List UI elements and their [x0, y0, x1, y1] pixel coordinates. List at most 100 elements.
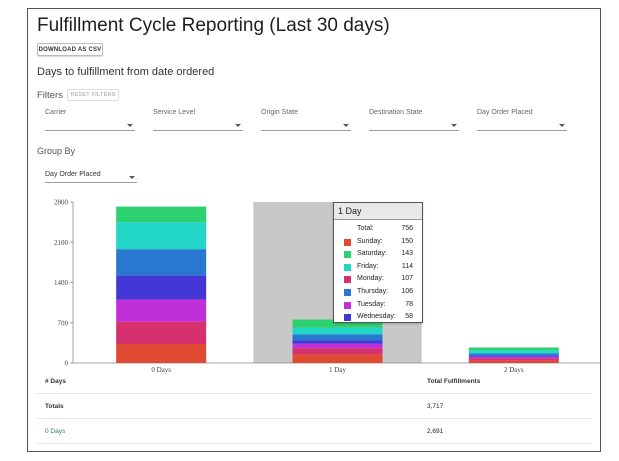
- service-level-filter[interactable]: Service Level: [153, 109, 243, 131]
- tooltip-row-value: 106: [401, 287, 413, 295]
- chart-tooltip: 1 Day Total: 756 Sunday: 150 Saturday: 143 F…: [333, 202, 423, 323]
- column-header-days: # Days: [45, 378, 66, 385]
- tooltip-swatch: [344, 314, 351, 322]
- service-level-filter-label: Service Level: [153, 109, 196, 116]
- y-tick-label: 1400: [54, 279, 69, 287]
- chart-canvas: 0 700 1400 2100 2800 0 Days 1 Day 2 Days: [54, 199, 600, 374]
- bar-segment: [468, 350, 559, 354]
- tooltip-row-value: 114: [401, 262, 413, 270]
- column-header-total: Total Fulfillments: [427, 378, 481, 385]
- stacked-bar-chart: 0 700 1400 2100 2800 0 Days 1 Day 2 Days 1 Day …: [28, 189, 600, 374]
- chevron-down-icon: [343, 124, 349, 127]
- report-panel: Fulfillment Cycle Reporting (Last 30 day…: [27, 8, 601, 452]
- y-tick-label: 700: [58, 319, 69, 327]
- carrier-filter[interactable]: Carrier: [45, 109, 135, 131]
- tooltip-rows: Sunday: 150 Saturday: 143 Friday: 114 Monday: 1…: [334, 236, 422, 324]
- x-tick-label: 1 Day: [329, 366, 346, 374]
- group-by-label: Group By: [37, 146, 76, 156]
- totals-label: Totals: [45, 403, 64, 410]
- filters-label: Filters: [37, 90, 63, 101]
- tooltip-row-value: 150: [401, 237, 413, 245]
- tooltip-swatch: [344, 301, 351, 309]
- bar-segment: [292, 348, 383, 355]
- bar-segment: [116, 299, 207, 322]
- tooltip-row-value: 58: [405, 313, 413, 321]
- tooltip-row-label: Tuesday:: [357, 300, 386, 308]
- tooltip-swatch: [344, 276, 351, 284]
- bar-segment: [292, 343, 383, 349]
- bar-segment: [292, 340, 383, 344]
- tooltip-row: Wednesday: 58: [334, 311, 422, 324]
- tooltip-swatch: [344, 263, 351, 271]
- tooltip-row: Sunday: 150: [334, 236, 422, 249]
- tooltip-swatch: [344, 251, 351, 259]
- row-link-0-days[interactable]: 0 Days: [45, 428, 66, 435]
- y-tick-label: 2100: [54, 239, 69, 247]
- bar-segment: [292, 319, 383, 328]
- x-tick-label: 0 Days: [151, 366, 171, 374]
- tooltip-row: Saturday: 143: [334, 248, 422, 261]
- group-by-select[interactable]: Day Order Placed: [45, 169, 137, 183]
- table-header-row: # Days Total Fulfillments: [37, 369, 592, 394]
- bar-segment: [292, 327, 383, 335]
- tooltip-row: Monday: 107: [334, 273, 422, 286]
- page-title: Fulfillment Cycle Reporting (Last 30 day…: [37, 15, 390, 36]
- y-tick-label: 0: [65, 360, 69, 368]
- day-order-placed-filter-label: Day Order Placed: [477, 109, 533, 116]
- destination-state-filter[interactable]: Destination State: [369, 109, 459, 131]
- bar-segment: [468, 353, 559, 356]
- tooltip-row-value: 107: [401, 275, 413, 283]
- tooltip-row-label: Thursday:: [357, 287, 389, 295]
- bar-segment: [116, 321, 207, 345]
- tooltip-row: Tuesday: 78: [334, 299, 422, 312]
- tooltip-row-label: Friday:: [357, 262, 379, 270]
- tooltip-row-label: Sunday:: [357, 237, 383, 245]
- chevron-down-icon: [235, 124, 241, 127]
- tooltip-row: Thursday: 106: [334, 286, 422, 299]
- bar-segment: [116, 249, 207, 276]
- bar-segment: [468, 355, 559, 357]
- chevron-down-icon: [559, 124, 565, 127]
- tooltip-row-value: 78: [405, 300, 413, 308]
- bar-segment: [468, 347, 559, 351]
- tooltip-row-label: Wednesday:: [357, 313, 396, 321]
- tooltip-title: 1 Day: [334, 203, 422, 220]
- origin-state-filter[interactable]: Origin State: [261, 109, 351, 131]
- chevron-down-icon: [127, 124, 133, 127]
- tooltip-swatch: [344, 238, 351, 246]
- bar-segment: [468, 358, 559, 361]
- table-row[interactable]: 0 Days 2,691: [37, 419, 592, 444]
- bar-segment: [468, 360, 559, 363]
- bar-segment: [292, 334, 383, 341]
- bar-segment: [116, 275, 207, 300]
- tooltip-total-label: Total:: [357, 225, 374, 232]
- group-by-value: Day Order Placed: [45, 171, 101, 178]
- tooltip-total-value: 756: [401, 225, 413, 232]
- tooltip-total-row: Total: 756: [334, 223, 422, 236]
- x-tick-label: 2 Days: [504, 366, 524, 374]
- tooltip-row-value: 143: [401, 250, 413, 258]
- download-csv-button[interactable]: DOWNLOAD AS CSV: [37, 43, 103, 56]
- bar-segment: [116, 206, 207, 223]
- destination-state-filter-label: Destination State: [369, 109, 423, 116]
- tooltip-row-label: Saturday:: [357, 250, 387, 258]
- chart-subtitle: Days to fulfillment from date ordered: [37, 66, 215, 78]
- chevron-down-icon: [129, 176, 135, 179]
- chevron-down-icon: [451, 124, 457, 127]
- fulfillment-table: # Days Total Fulfillments Totals 3,717 0…: [37, 369, 592, 444]
- origin-state-filter-label: Origin State: [261, 109, 298, 116]
- tooltip-swatch: [344, 288, 351, 296]
- row-value-0-days: 2,691: [427, 428, 444, 435]
- tooltip-row: Friday: 114: [334, 261, 422, 274]
- day-order-placed-filter[interactable]: Day Order Placed: [477, 109, 567, 131]
- carrier-filter-label: Carrier: [45, 109, 67, 116]
- reset-filters-button[interactable]: RESET FILTERS: [67, 89, 119, 101]
- tooltip-row-label: Monday:: [357, 275, 384, 283]
- bar-segment: [116, 344, 207, 363]
- bar-segment: [468, 356, 559, 359]
- bar-segment: [116, 222, 207, 250]
- bar-segment: [292, 354, 383, 363]
- y-tick-label: 2800: [54, 199, 69, 207]
- totals-value: 3,717: [427, 403, 444, 410]
- table-row: Totals 3,717: [37, 394, 592, 419]
